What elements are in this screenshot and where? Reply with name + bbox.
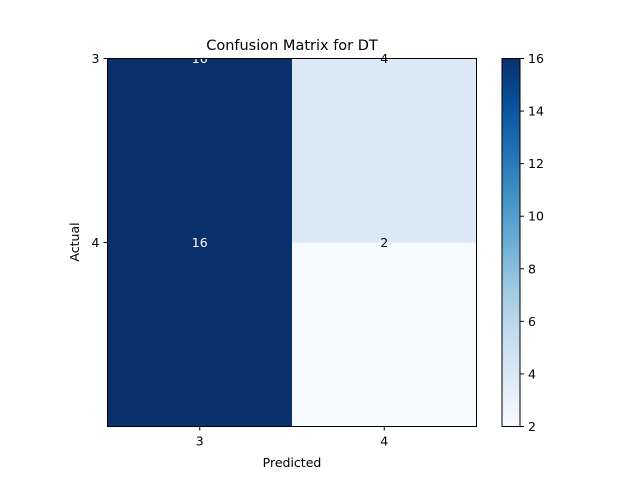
colorbar <box>502 58 520 427</box>
heatmap-cell <box>107 242 293 427</box>
heatmap-cell <box>107 58 293 243</box>
y-tick-label: 4 <box>92 235 100 250</box>
heatmap-cell <box>292 58 477 243</box>
x-tick-label: 4 <box>380 434 388 449</box>
cell-value-label: 2 <box>380 235 388 250</box>
colorbar-frame <box>501 58 521 427</box>
colorbar-tick-label: 16 <box>528 51 544 66</box>
colorbar-tick-label: 6 <box>528 314 536 329</box>
x-tick-label: 3 <box>196 434 204 449</box>
colorbar-tick-label: 14 <box>528 104 544 119</box>
colorbar-ticks: 2 4 6 8 10 12 14 16 <box>520 51 544 434</box>
colorbar-tick-label: 10 <box>528 209 544 224</box>
y-tick-label: 3 <box>92 51 100 66</box>
heatmap-cell <box>292 242 477 427</box>
cell-value-label: 16 <box>192 235 208 250</box>
colorbar-tick-label: 12 <box>528 156 544 171</box>
colorbar-tick-label: 4 <box>528 366 536 381</box>
colorbar-tick-label: 8 <box>528 261 536 276</box>
y-axis-label: Actual <box>67 222 82 261</box>
x-axis-label: Predicted <box>263 455 322 470</box>
chart-title: Confusion Matrix for DT <box>206 38 378 54</box>
colorbar-tick-label: 2 <box>528 419 536 434</box>
y-axis-ticks: 34 <box>92 51 108 250</box>
heatmap-cells <box>107 58 477 427</box>
